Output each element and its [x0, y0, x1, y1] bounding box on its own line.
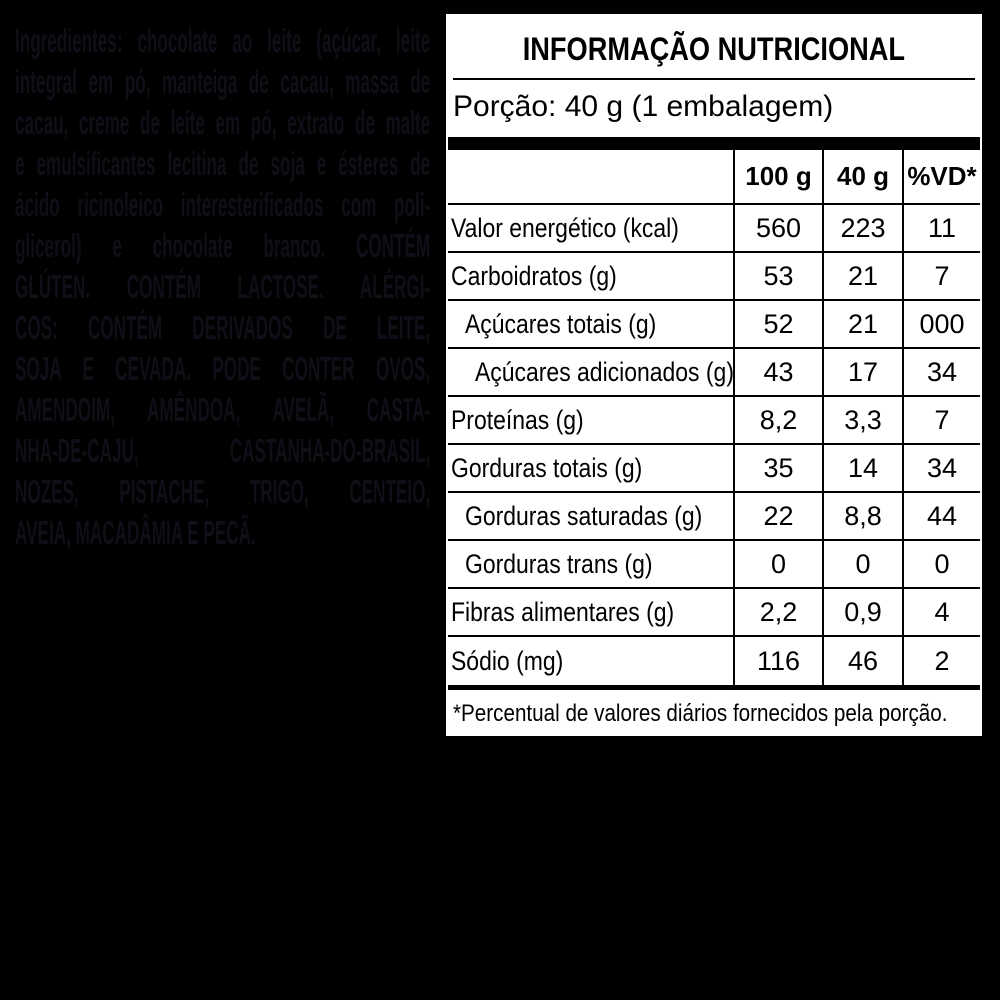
nutrient-label: Açúcares totais (g): [465, 308, 657, 339]
value-vd-cell: 7: [902, 397, 980, 443]
nutrient-label-cell: Gorduras totais (g): [448, 445, 733, 491]
footnote: *Percentual de valores diários fornecido…: [453, 699, 982, 729]
header-separator-bar: [448, 137, 980, 150]
header-col-100g: 100 g: [733, 150, 822, 203]
value-vd-cell: 44: [902, 493, 980, 539]
nutrient-label-cell: Açúcares adicionados (g): [448, 349, 734, 395]
ingredients-line: cacau, creme de leite em pó, extrato de …: [15, 104, 431, 141]
value-40g-cell: 14: [822, 445, 902, 491]
ingredients-text-block: Ingredientes: chocolate ao leite (açúcar…: [15, 20, 430, 553]
ingredients-line: e emulsificantes lecitina de soja e éste…: [15, 145, 431, 182]
table-row: Açúcares totais (g) 52 21 000: [448, 301, 980, 349]
value-40g-cell: 21: [822, 253, 902, 299]
header-col-vd: %VD*: [902, 150, 980, 203]
value-vd-cell: 11: [902, 205, 980, 251]
value-100g-cell: 0: [733, 541, 822, 587]
title-divider: [453, 78, 975, 80]
value-vd-cell: 34: [902, 445, 980, 491]
footnote-text: *Percentual de valores diários fornecido…: [453, 700, 948, 727]
panel-title: INFORMAÇÃO NUTRICIONAL: [446, 31, 982, 67]
nutrient-label-cell: Gorduras saturadas (g): [448, 493, 733, 539]
value-40g-cell: 46: [822, 637, 902, 685]
ingredients-line: Ingredientes: chocolate ao leite (açúcar…: [15, 22, 431, 59]
table-row: Fibras alimentares (g) 2,2 0,9 4: [448, 589, 980, 637]
header-empty-cell: [448, 150, 733, 203]
nutrient-label: Sódio (mg): [451, 645, 564, 676]
ingredients-line: GLÚTEN. CONTÉM LACTOSE. ALÉRGI-: [15, 268, 431, 305]
value-vd-cell: 000: [902, 301, 980, 347]
nutrient-label-cell: Açúcares totais (g): [448, 301, 733, 347]
panel-title-text: INFORMAÇÃO NUTRICIONAL: [522, 31, 906, 67]
footer-separator-bar: [448, 685, 980, 690]
nutrient-label-cell: Valor energético (kcal): [448, 205, 733, 251]
value-vd-cell: 0: [902, 541, 980, 587]
value-100g-cell: 2,2: [733, 589, 822, 635]
nutrient-label: Carboidratos (g): [451, 260, 617, 291]
value-100g-cell: 116: [733, 637, 822, 685]
nutrient-label: Gorduras totais (g): [451, 452, 643, 483]
value-100g-cell: 52: [733, 301, 822, 347]
value-40g-cell: 21: [822, 301, 902, 347]
table-header-row: 100 g 40 g %VD*: [448, 150, 980, 205]
table-row: Açúcares adicionados (g) 43 17 34: [448, 349, 980, 397]
value-40g-cell: 0: [822, 541, 902, 587]
header-col-40g: 40 g: [822, 150, 902, 203]
ingredients-line: glicerol) e chocolate branco. CONTÉM: [15, 227, 431, 264]
value-100g-cell: 22: [733, 493, 822, 539]
nutrient-label-cell: Gorduras trans (g): [448, 541, 733, 587]
nutrient-label-cell: Proteínas (g): [448, 397, 733, 443]
value-vd-cell: 2: [902, 637, 980, 685]
table-row: Carboidratos (g) 53 21 7: [448, 253, 980, 301]
value-100g-cell: 560: [733, 205, 822, 251]
value-40g-cell: 223: [822, 205, 902, 251]
ingredients-line: AMENDOIM, AMÊNDOA, AVELÃ, CASTA-: [15, 391, 431, 428]
ingredients-line: NHA-DE-CAJU, CASTANHA-DO-BRASIL,: [15, 432, 431, 469]
ingredients-line: SOJA E CEVADA. PODE CONTER OVOS,: [15, 350, 431, 387]
nutrient-label: Valor energético (kcal): [451, 212, 679, 243]
value-vd-cell: 7: [902, 253, 980, 299]
nutrient-label: Gorduras trans (g): [465, 548, 653, 579]
table-row: Valor energético (kcal) 560 223 11: [448, 205, 980, 253]
nutrition-table: 100 g 40 g %VD* Valor energético (kcal) …: [448, 150, 980, 685]
value-vd-cell: 34: [902, 349, 980, 395]
table-body: Valor energético (kcal) 560 223 11 Carbo…: [448, 205, 980, 685]
value-100g-cell: 35: [733, 445, 822, 491]
nutrition-panel: INFORMAÇÃO NUTRICIONAL Porção: 40 g (1 e…: [443, 11, 985, 739]
value-40g-cell: 8,8: [822, 493, 902, 539]
ingredients-line: ácido ricinoleico interesterificados com…: [15, 186, 431, 223]
nutrient-label: Proteínas (g): [451, 404, 584, 435]
ingredients-line: COS: CONTÉM DERIVADOS DE LEITE,: [15, 309, 431, 346]
ingredients-line: NOZES, PISTACHE, TRIGO, CENTEIO,: [15, 473, 431, 510]
value-vd-cell: 4: [902, 589, 980, 635]
value-40g-cell: 3,3: [822, 397, 902, 443]
nutrient-label-cell: Carboidratos (g): [448, 253, 733, 299]
value-100g-cell: 53: [733, 253, 822, 299]
table-row: Sódio (mg) 116 46 2: [448, 637, 980, 685]
table-row: Gorduras trans (g) 0 0 0: [448, 541, 980, 589]
table-row: Gorduras totais (g) 35 14 34: [448, 445, 980, 493]
value-100g-cell: 43: [733, 349, 822, 395]
nutrient-label: Fibras alimentares (g): [451, 596, 675, 627]
nutrient-label: Gorduras saturadas (g): [465, 500, 703, 531]
nutrient-label-cell: Fibras alimentares (g): [448, 589, 733, 635]
value-100g-cell: 8,2: [733, 397, 822, 443]
table-row: Proteínas (g) 8,2 3,3 7: [448, 397, 980, 445]
serving-size: Porção: 40 g (1 embalagem): [453, 90, 834, 123]
ingredients-line: AVEIA, MACADÂMIA E PECÃ.: [15, 514, 256, 551]
nutrient-label-cell: Sódio (mg): [448, 637, 733, 685]
nutrient-label: Açúcares adicionados (g): [475, 356, 734, 387]
value-40g-cell: 0,9: [822, 589, 902, 635]
value-40g-cell: 17: [822, 349, 902, 395]
ingredients-line: integral em pó, manteiga de cacau, massa…: [15, 63, 431, 100]
table-row: Gorduras saturadas (g) 22 8,8 44: [448, 493, 980, 541]
